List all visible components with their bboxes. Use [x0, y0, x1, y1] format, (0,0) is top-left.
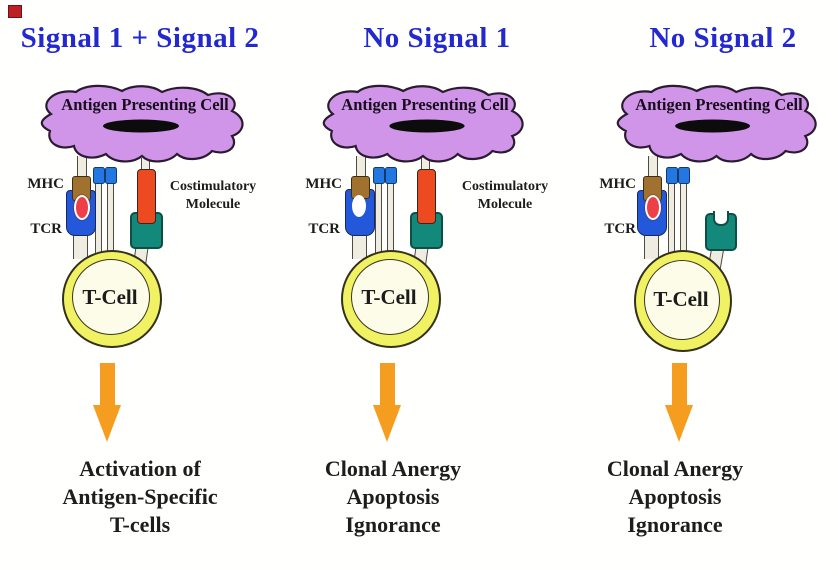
outcome-line-1: Activation of	[79, 456, 201, 481]
panel-signal1-plus-signal2: Signal 1 + Signal 2 Antigen Presenting C…	[0, 0, 278, 571]
coreceptor-stalk-1	[95, 181, 102, 260]
down-arrow	[380, 363, 395, 407]
apc-label: Antigen Presenting Cell	[635, 95, 803, 114]
apc-label: Antigen Presenting Cell	[341, 95, 509, 114]
panel-title: Signal 1 + Signal 2	[20, 22, 260, 54]
t-cell-label: T-Cell	[361, 284, 417, 309]
costim-receptor	[130, 212, 163, 249]
tcr-label: TCR	[30, 221, 62, 237]
coreceptor-1	[373, 167, 385, 184]
costim-label-line1: Costimulatory	[169, 179, 257, 194]
costim-label-line2: Molecule	[185, 197, 241, 212]
apc-nucleus	[389, 119, 465, 133]
panel-no-signal-1: No Signal 1 Antigen Presenting Cell MHC …	[280, 0, 556, 571]
down-arrow-head	[93, 405, 121, 442]
costim-label-line2: Molecule	[477, 197, 533, 212]
t-cell-cytoplasm	[72, 259, 150, 335]
coreceptor-stalk-1	[375, 181, 382, 260]
outcome-line-2: Antigen-Specific	[62, 484, 218, 509]
antigen-peptide	[645, 195, 661, 220]
apc-nucleus	[103, 119, 179, 133]
costim-receptor-notch	[713, 211, 729, 226]
costim-receptor-empty	[705, 213, 737, 251]
mhc-label: MHC	[305, 176, 342, 192]
mhc-stalk	[648, 156, 658, 178]
coreceptor-1	[93, 167, 105, 184]
costimulatory-molecule	[417, 169, 436, 224]
apc-label: Antigen Presenting Cell	[61, 95, 229, 114]
apc-nucleus	[675, 119, 751, 133]
empty-peptide-groove	[352, 195, 366, 217]
antigen-presenting-cell-shape	[40, 84, 244, 163]
mhc-stalk	[356, 156, 366, 178]
coreceptor-2	[678, 167, 690, 184]
tcr-label: TCR	[308, 221, 340, 237]
tcr-stalk	[73, 233, 88, 259]
mhc-label: MHC	[27, 176, 64, 192]
outcome-line-3: Ignorance	[345, 512, 441, 537]
t-cell-cytoplasm	[644, 260, 720, 340]
costim-label: Costimulatory Molecule	[452, 178, 558, 214]
antigen-presenting-cell-shape	[322, 84, 524, 163]
t-cell-label: T-Cell	[82, 284, 138, 309]
t-cell-label: T-Cell	[653, 286, 709, 311]
costim-label: Costimulatory Molecule	[163, 178, 263, 214]
outcome-line-2: Apoptosis	[346, 484, 440, 509]
tcr-stalk	[644, 233, 659, 259]
down-arrow-head	[373, 405, 401, 442]
coreceptor-2	[105, 167, 117, 184]
down-arrow-head	[665, 405, 693, 442]
outcome-line-1: Clonal Anergy	[606, 456, 744, 481]
costim-stalk	[141, 158, 150, 171]
coreceptor-stalk-2	[107, 181, 114, 260]
outcome-line-2: Apoptosis	[628, 484, 722, 509]
mhc-label: MHC	[599, 176, 636, 192]
coreceptor-stalk-2	[387, 181, 394, 260]
costim-stalk	[421, 158, 430, 171]
down-arrow	[100, 363, 115, 407]
stray-red-mark	[8, 5, 22, 18]
costim-label-line1: Costimulatory	[461, 179, 549, 194]
coreceptor-stalk-1	[668, 181, 675, 260]
panel-title: No Signal 1	[363, 22, 511, 54]
outcome-line-3: Ignorance	[627, 512, 723, 537]
outcome-text: Clonal Anergy Apoptosis Ignorance	[280, 455, 506, 539]
coreceptor-2	[385, 167, 397, 184]
outcome-text: Activation of Antigen-Specific T-cells	[10, 455, 270, 539]
t-cell-cytoplasm	[351, 259, 429, 335]
outcome-line-3: T-cells	[109, 512, 171, 537]
outcome-line-1: Clonal Anergy	[324, 456, 462, 481]
antigen-peptide	[74, 195, 90, 220]
costimulatory-molecule	[137, 169, 156, 224]
outcome-text: Clonal Anergy Apoptosis Ignorance	[556, 455, 794, 539]
panel-no-signal-2: No Signal 2 Antigen Presenting Cell MHC …	[556, 0, 835, 571]
antigen-presenting-cell-shape	[616, 84, 817, 163]
tcr-stalk	[352, 234, 367, 259]
mhc-stalk	[77, 156, 87, 178]
down-arrow	[672, 363, 687, 407]
coreceptor-stalk-2	[680, 181, 687, 260]
tcr-label: TCR	[604, 221, 636, 237]
coreceptor-1	[666, 167, 678, 184]
panel-title: No Signal 2	[649, 22, 797, 54]
